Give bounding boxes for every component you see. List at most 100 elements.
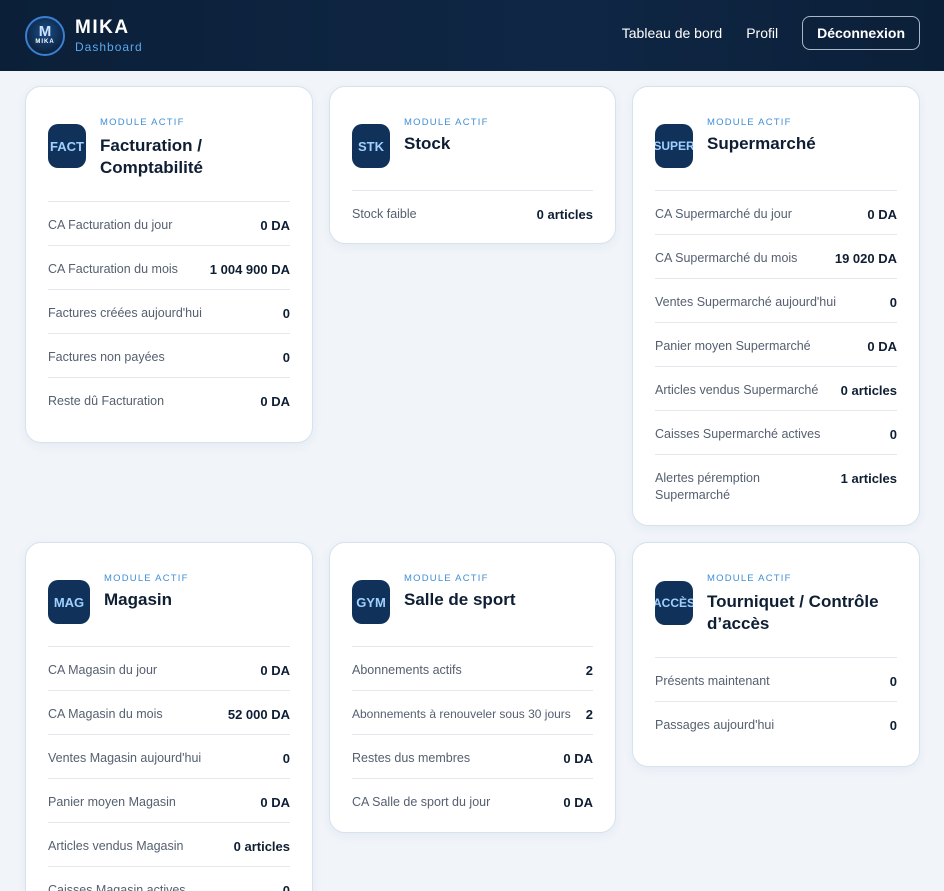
- stat-row: Articles vendus Supermarché 0 articles: [655, 367, 897, 411]
- brand-subtitle: Dashboard: [75, 39, 143, 54]
- stat-row: Panier moyen Supermarché 0 DA: [655, 323, 897, 367]
- top-nav: Tableau de bord Profil Déconnexion: [622, 16, 920, 50]
- stat-label: CA Salle de sport du jour: [352, 795, 491, 809]
- module-status-label: MODULE ACTIF: [707, 117, 792, 128]
- stat-label: CA Facturation du jour: [48, 218, 173, 232]
- stat-label: Alertes péremption Supermarché: [655, 471, 760, 502]
- module-badge: SUPER: [655, 124, 693, 168]
- stat-value: 0: [889, 295, 897, 310]
- brand-logo-link[interactable]: M MIKA MIKA Dashboard: [25, 15, 143, 56]
- stat-row: Factures non payées 0: [48, 334, 290, 378]
- stat-row: Alertes péremption Supermarché 1 articles: [655, 455, 897, 515]
- stat-value: 52 000 DA: [227, 707, 290, 722]
- stat-list: CA Facturation du jour 0 DA CA Facturatio…: [48, 202, 290, 422]
- stat-row: CA Magasin du mois 52 000 DA: [48, 691, 290, 735]
- stat-value: 0: [282, 751, 290, 766]
- stat-label: Caisses Magasin actives: [48, 883, 186, 891]
- stat-row: Ventes Magasin aujourd'hui 0: [48, 735, 290, 779]
- stat-value: 0: [282, 306, 290, 321]
- logo-mark: M: [38, 23, 52, 40]
- mika-logo-icon: M MIKA: [25, 15, 65, 56]
- card-header: STK MODULE ACTIF Stock: [352, 87, 593, 191]
- nav-profile-link[interactable]: Profil: [746, 25, 779, 41]
- card-heading: MODULE ACTIF Salle de sport: [404, 573, 515, 611]
- stat-row: Abonnements actifs 2: [352, 647, 593, 691]
- stat-value: 0 DA: [563, 795, 593, 810]
- stat-list: Présents maintenant 0 Passages aujourd'hu…: [655, 658, 897, 746]
- logout-button[interactable]: Déconnexion: [802, 16, 920, 50]
- stat-row: Présents maintenant 0: [655, 658, 897, 702]
- stat-list: CA Magasin du jour 0 DA CA Magasin du moi…: [48, 647, 290, 891]
- stat-row: CA Facturation du jour 0 DA: [48, 202, 290, 246]
- stat-value: 0 DA: [260, 218, 290, 233]
- stat-row: CA Supermarché du jour 0 DA: [655, 191, 897, 235]
- stat-label: CA Supermarché du jour: [655, 207, 792, 221]
- stat-row: Caisses Supermarché actives 0: [655, 411, 897, 455]
- stat-row: Stock faible 0 articles: [352, 191, 593, 235]
- module-title: Stock: [404, 134, 451, 153]
- stat-value: 0: [889, 718, 897, 733]
- stat-value: 0: [282, 350, 290, 365]
- nav-dashboard-link[interactable]: Tableau de bord: [621, 25, 723, 41]
- stat-value: 0: [889, 427, 897, 442]
- module-card-supermarche: SUPER MODULE ACTIF Supermarché CA Superm…: [632, 86, 920, 526]
- stat-label: Présents maintenant: [655, 674, 770, 688]
- stat-value: 0: [889, 674, 897, 689]
- stat-row: CA Salle de sport du jour 0 DA: [352, 779, 593, 823]
- stat-label: Panier moyen Magasin: [48, 795, 176, 809]
- stat-row: Reste dû Facturation 0 DA: [48, 378, 290, 422]
- module-status-label: MODULE ACTIF: [104, 573, 189, 584]
- logo-text: MIKA: [35, 39, 55, 45]
- module-badge: ACCÈS: [655, 581, 693, 625]
- card-header: MAG MODULE ACTIF Magasin: [48, 543, 290, 647]
- stat-value: 0 articles: [536, 207, 593, 222]
- stat-value: 0 articles: [233, 839, 290, 854]
- stat-row: Articles vendus Magasin 0 articles: [48, 823, 290, 867]
- stat-value: 19 020 DA: [834, 251, 897, 266]
- module-card-gym: GYM MODULE ACTIF Salle de sport Abonneme…: [329, 542, 616, 833]
- stat-value: 0 DA: [563, 751, 593, 766]
- stat-value: 0 DA: [260, 795, 290, 810]
- stat-list: CA Supermarché du jour 0 DA CA Supermarch…: [655, 191, 897, 515]
- card-heading: MODULE ACTIF Stock: [404, 117, 489, 155]
- stat-row: Panier moyen Magasin 0 DA: [48, 779, 290, 823]
- module-card-facturation: FACT MODULE ACTIF Facturation / Comptabi…: [25, 86, 313, 443]
- card-heading: MODULE ACTIF Supermarché: [707, 117, 816, 155]
- card-heading: MODULE ACTIF Tourniquet / Contrôle d’acc…: [707, 573, 897, 635]
- stat-row: CA Facturation du mois 1 004 900 DA: [48, 246, 290, 290]
- module-title: Facturation / Comptabilité: [100, 136, 203, 177]
- stat-label: CA Supermarché du mois: [655, 251, 798, 265]
- stat-label: Factures non payées: [48, 350, 165, 364]
- stat-value: 0: [282, 883, 290, 891]
- stat-list: Stock faible 0 articles: [352, 191, 593, 235]
- module-card-stock: STK MODULE ACTIF Stock Stock faible 0 art…: [329, 86, 616, 244]
- stat-label: Factures créées aujourd'hui: [48, 306, 202, 320]
- stat-label: Articles vendus Magasin: [48, 839, 184, 853]
- stat-label: Restes dus membres: [352, 751, 471, 765]
- stat-label: CA Facturation du mois: [48, 262, 178, 276]
- stat-label: Reste dû Facturation: [48, 394, 165, 408]
- card-header: SUPER MODULE ACTIF Supermarché: [655, 87, 897, 191]
- stat-label: CA Magasin du jour: [48, 663, 158, 677]
- stat-row: CA Magasin du jour 0 DA: [48, 647, 290, 691]
- stat-value: 0 articles: [840, 383, 897, 398]
- stat-row: Caisses Magasin actives 0: [48, 867, 290, 891]
- stat-list: Abonnements actifs 2 Abonnements à renouv…: [352, 647, 593, 823]
- top-bar: M MIKA MIKA Dashboard Tableau de bord Pr…: [0, 0, 944, 71]
- stat-label: Panier moyen Supermarché: [655, 339, 811, 353]
- module-card-magasin: MAG MODULE ACTIF Magasin CA Magasin du j…: [25, 542, 313, 891]
- module-status-label: MODULE ACTIF: [707, 573, 792, 584]
- stat-label: Passages aujourd'hui: [655, 718, 775, 732]
- module-status-label: MODULE ACTIF: [404, 573, 489, 584]
- stat-label: Caisses Supermarché actives: [655, 427, 821, 441]
- stat-label: CA Magasin du mois: [48, 707, 163, 721]
- module-badge: STK: [352, 124, 390, 168]
- card-header: ACCÈS MODULE ACTIF Tourniquet / Contrôle…: [655, 543, 897, 658]
- stat-label: Stock faible: [352, 207, 417, 221]
- card-header: FACT MODULE ACTIF Facturation / Comptabi…: [48, 87, 290, 202]
- stat-row: Abonnements à renouveler sous 30 jours 2: [352, 691, 593, 735]
- card-heading: MODULE ACTIF Facturation / Comptabilité: [100, 117, 290, 179]
- stat-label: Abonnements actifs: [352, 663, 462, 677]
- module-status-label: MODULE ACTIF: [404, 117, 489, 128]
- stat-value: 0 DA: [867, 339, 897, 354]
